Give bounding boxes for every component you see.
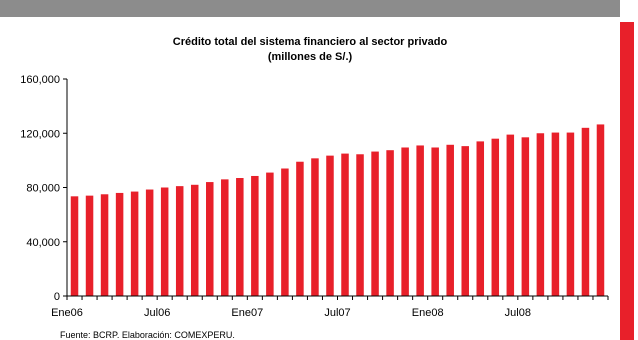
bar	[356, 154, 364, 296]
x-tick-label: Ene06	[51, 307, 83, 319]
y-tick-label: 40,000	[26, 237, 60, 249]
bar	[506, 134, 515, 296]
bar	[461, 146, 469, 296]
chart-title: Crédito total del sistema financiero al …	[172, 36, 448, 48]
bar	[190, 184, 199, 296]
top-header-band	[0, 0, 620, 17]
bar	[536, 133, 545, 296]
bar	[145, 189, 154, 296]
bar	[266, 172, 274, 296]
bar	[281, 168, 289, 296]
y-tick-label: 0	[54, 291, 60, 303]
bars-group	[70, 124, 605, 297]
bar	[100, 194, 109, 296]
y-tick-label: 160,000	[20, 74, 60, 86]
x-tick-label: Ene08	[412, 307, 444, 319]
bar	[521, 137, 530, 296]
x-tick-label: Jul07	[324, 307, 350, 319]
bar	[446, 144, 454, 296]
bar	[371, 151, 379, 296]
chart-subtitle: (millones de S/.)	[267, 51, 353, 63]
bar	[476, 141, 485, 296]
bar	[221, 179, 229, 296]
bar	[130, 191, 139, 296]
bar	[85, 195, 94, 296]
bar	[175, 186, 184, 296]
x-axis: Ene06 Jul06 Ene07 Jul07 Ene08 Jul08	[51, 295, 609, 319]
bar	[581, 127, 590, 296]
bar	[326, 155, 334, 296]
bar	[296, 161, 304, 296]
bar	[491, 138, 500, 296]
x-tick-label: Jul06	[144, 307, 170, 319]
y-tick-label: 80,000	[26, 183, 60, 195]
bar	[341, 153, 349, 296]
bar	[70, 196, 79, 296]
bar	[251, 175, 259, 296]
bar	[401, 147, 409, 296]
bar	[311, 158, 319, 296]
bar	[386, 150, 394, 296]
bar	[206, 182, 214, 296]
bar	[566, 132, 575, 296]
y-axis: 0 40,000 80,000 120,000 160,000	[20, 74, 68, 303]
x-tick-label: Ene07	[231, 307, 263, 319]
source-note: Fuente: BCRP. Elaboración: COMEXPERU.	[60, 330, 235, 340]
bar	[551, 132, 560, 296]
y-tick-label: 120,000	[20, 128, 60, 140]
bar	[431, 147, 439, 296]
x-tick-label: Jul08	[505, 307, 531, 319]
bar	[160, 187, 169, 296]
right-accent-band	[620, 22, 634, 340]
bar	[596, 124, 605, 297]
bar	[236, 178, 244, 296]
bar	[115, 192, 124, 296]
bar	[416, 145, 424, 296]
